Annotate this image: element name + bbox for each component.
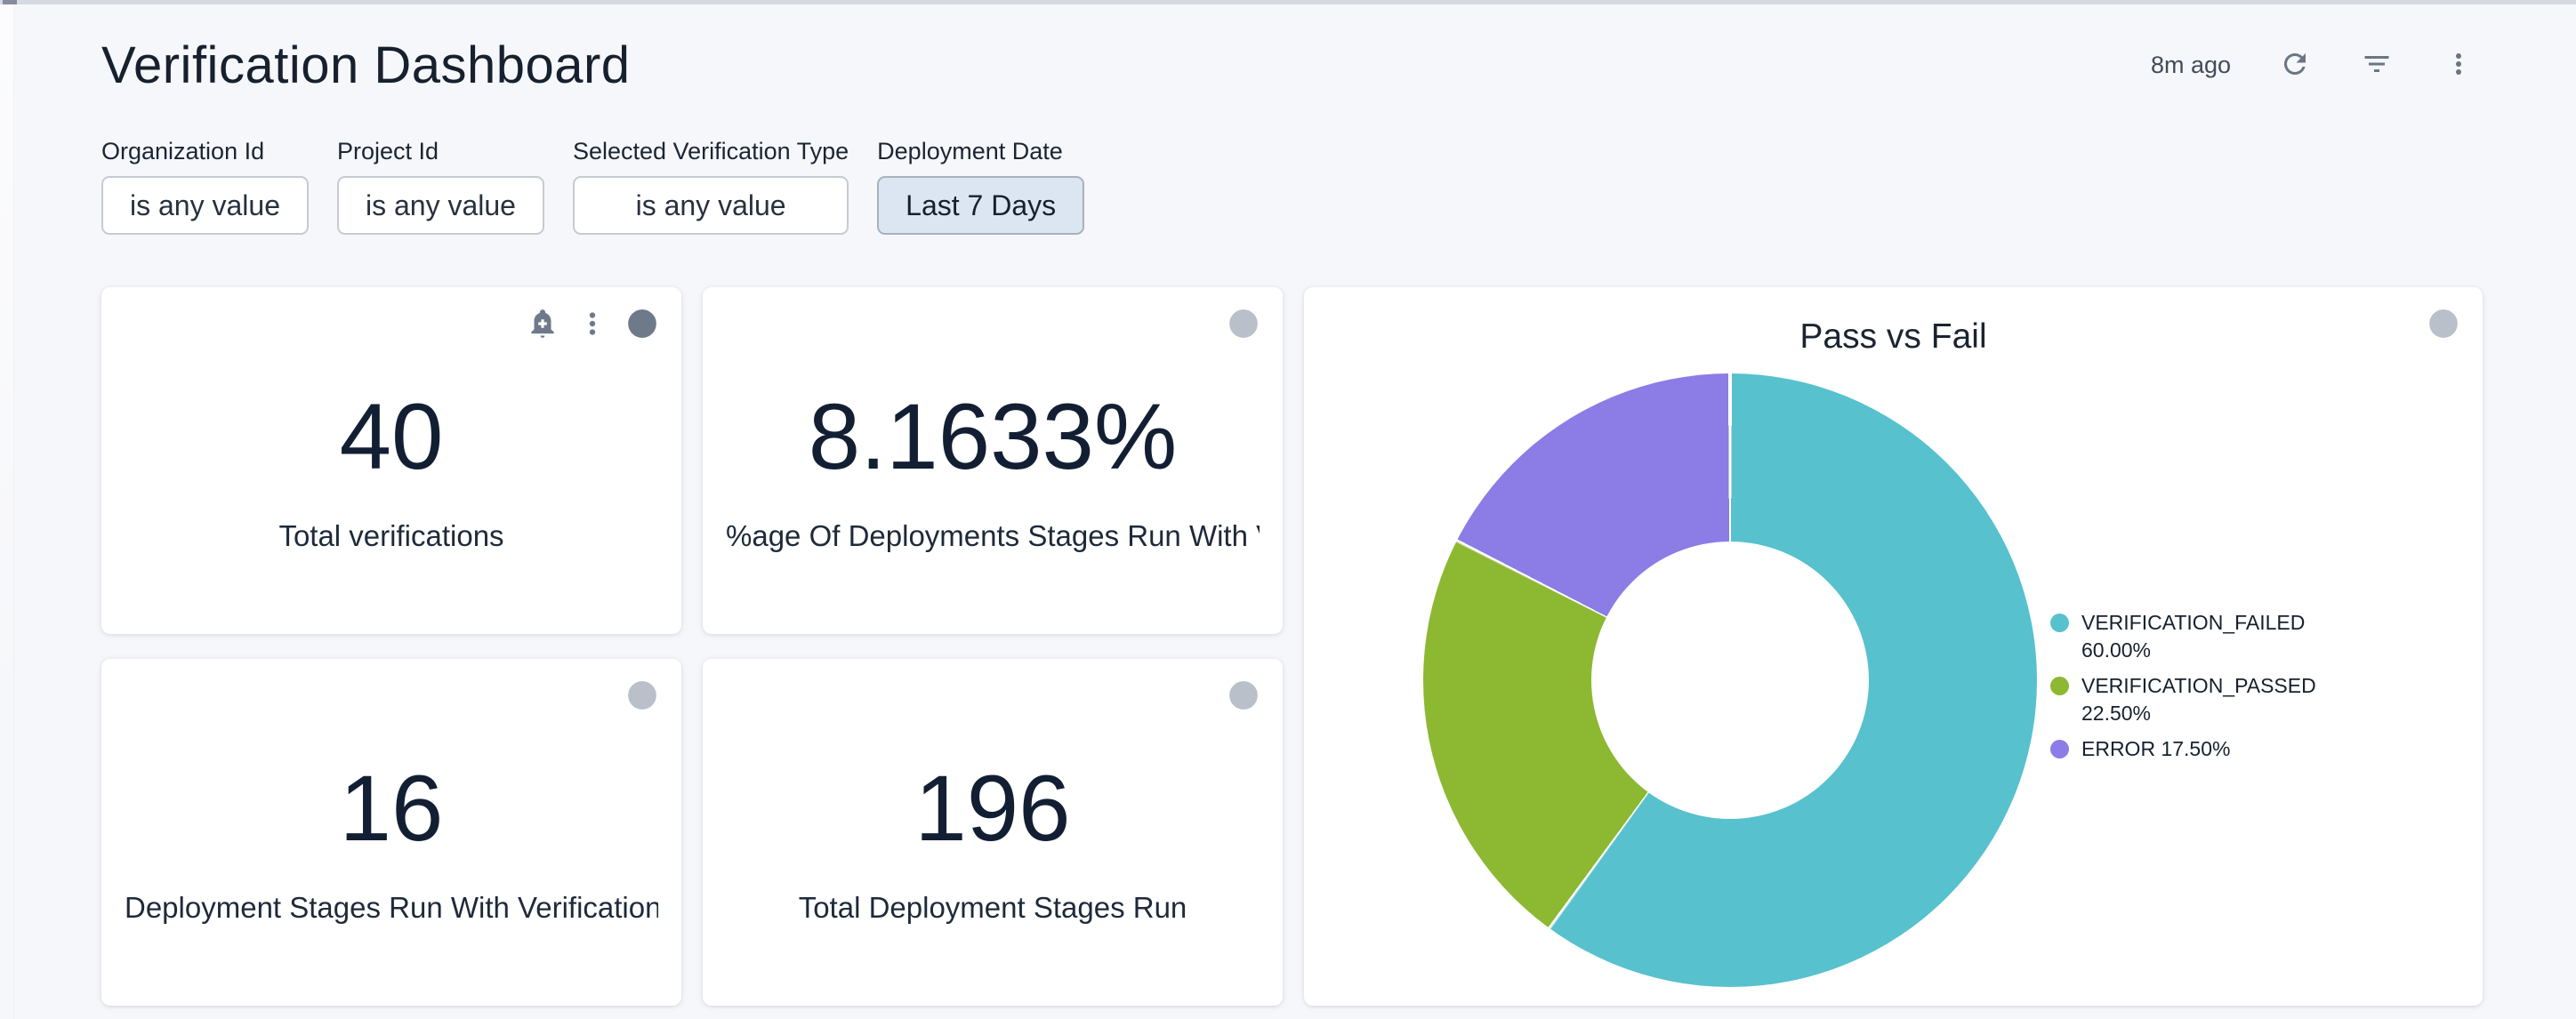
tile-label: %age Of Deployments Stages Run With V… (726, 519, 1260, 553)
globe-icon (1227, 307, 1260, 343)
filter-project-id: Project Id is any value (337, 138, 544, 235)
tile-total-deployment-stages-run[interactable]: 196 Total Deployment Stages Run (703, 659, 1283, 1006)
tile-label: Total verifications (278, 519, 503, 553)
filter-label: Organization Id (101, 138, 309, 165)
page-title: Verification Dashboard (101, 36, 631, 95)
filter-deployment-date: Deployment Date Last 7 Days (877, 138, 1084, 235)
last-refresh-timestamp: 8m ago (2151, 52, 2231, 79)
donut-chart[interactable] (1423, 373, 2037, 987)
tile-actions (2426, 307, 2461, 342)
tile-value: 196 (914, 758, 1070, 861)
filter-list-icon (2361, 48, 2393, 83)
legend-label: ERROR 17.50% (2081, 735, 2230, 763)
tile-value: 40 (340, 386, 444, 489)
tile-explore-link-button[interactable] (1226, 678, 1261, 714)
filter-value-button-deployment-date[interactable]: Last 7 Days (877, 176, 1084, 235)
filter-label: Project Id (337, 138, 544, 165)
tile-explore-link-button[interactable] (624, 307, 660, 342)
legend-dot (2050, 677, 2069, 695)
kebab-menu-icon (576, 307, 609, 343)
globe-icon (2427, 307, 2460, 343)
chart-title: Pass vs Fail (1304, 287, 2483, 357)
filter-bar: Organization Id is any value Project Id … (101, 138, 2576, 235)
bell-plus-icon (526, 307, 559, 343)
tile-actions (525, 307, 660, 342)
tile-actions (624, 678, 660, 714)
header-actions: 8m ago (2151, 48, 2476, 84)
tile-value: 16 (340, 758, 444, 861)
legend-item[interactable]: ERROR 17.50% (2050, 735, 2348, 763)
legend-dot (2050, 740, 2069, 758)
legend-label: VERIFICATION_PASSED 22.50% (2081, 672, 2348, 727)
filter-selected-verification-type: Selected Verification Type is any value (573, 138, 849, 235)
filter-label: Selected Verification Type (573, 138, 849, 165)
tile-explore-link-button[interactable] (1226, 307, 1261, 342)
filter-value-button-organization-id[interactable]: is any value (101, 176, 309, 235)
dashboard-more-menu-button[interactable] (2441, 48, 2476, 84)
top-border-strip (0, 0, 2576, 4)
tile-total-verifications[interactable]: 40 Total verifications (101, 287, 681, 634)
legend-item[interactable]: VERIFICATION_FAILED 60.00% (2050, 609, 2348, 664)
tile-label: Total Deployment Stages Run (799, 891, 1187, 925)
chart-card-pass-vs-fail: Pass vs Fail VERIFICATION_FAILED 60.00%V… (1304, 287, 2483, 1006)
globe-icon (625, 678, 659, 715)
dashboard-grid: 40 Total verifications 8.1633% %age Of D… (101, 287, 2483, 1006)
legend-item[interactable]: VERIFICATION_PASSED 22.50% (2050, 672, 2348, 727)
tile-value: 8.1633% (809, 386, 1178, 489)
tile-more-menu-button[interactable] (575, 307, 610, 342)
tile-explore-link-button[interactable] (2426, 307, 2461, 342)
tile-actions (1226, 678, 1261, 714)
filter-value-button-project-id[interactable]: is any value (337, 176, 544, 235)
filter-value-button-verification-type[interactable]: is any value (573, 176, 849, 235)
donut-hole (1591, 542, 1869, 819)
refresh-button[interactable] (2277, 48, 2313, 84)
left-edge-gutter (0, 4, 14, 1019)
filter-label: Deployment Date (877, 138, 1084, 165)
tile-actions (1226, 307, 1261, 342)
tile-percentage-deployment-stages[interactable]: 8.1633% %age Of Deployments Stages Run W… (703, 287, 1283, 634)
filter-organization-id: Organization Id is any value (101, 138, 309, 235)
globe-icon (1227, 678, 1260, 715)
tile-deployment-stages-with-verification[interactable]: 16 Deployment Stages Run With Verificati… (101, 659, 681, 1006)
legend-label: VERIFICATION_FAILED 60.00% (2081, 609, 2348, 664)
kebab-menu-icon (2443, 48, 2475, 83)
dashboard-header: Verification Dashboard 8m ago (0, 0, 2576, 95)
tile-explore-link-button[interactable] (624, 678, 660, 714)
legend-dot (2050, 614, 2069, 632)
tile-label: Deployment Stages Run With Verification (125, 891, 658, 925)
alert-bell-add-button[interactable] (525, 307, 560, 342)
refresh-icon (2279, 48, 2311, 83)
globe-icon (625, 307, 659, 343)
dashboard-filters-button[interactable] (2359, 48, 2395, 84)
chart-legend: VERIFICATION_FAILED 60.00% VERIFICATION_P… (2050, 609, 2348, 763)
